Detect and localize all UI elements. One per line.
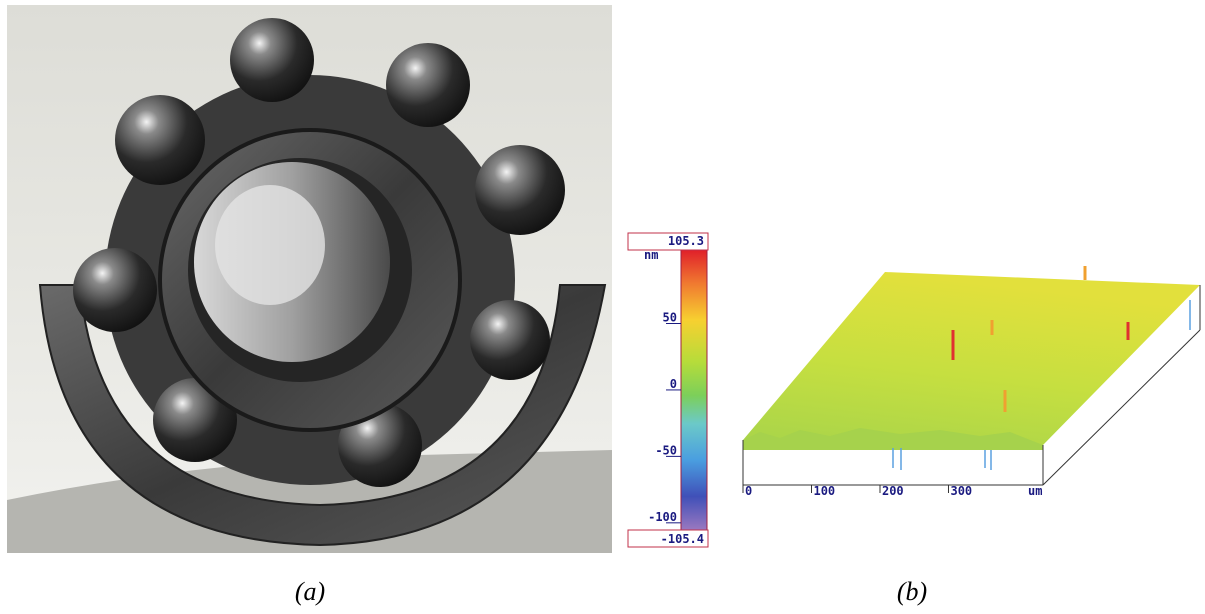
colorbar-tick-label: -50 (655, 443, 677, 457)
surface-plot (743, 266, 1200, 485)
x-tick-label: 200 (882, 484, 904, 498)
bearing-photo (7, 5, 612, 553)
colorbar-max: 105.3 (668, 234, 704, 248)
caption-b: (b) (897, 577, 927, 606)
x-axis-unit: um (1028, 484, 1042, 498)
x-tick-label: 0 (745, 484, 752, 498)
colorbar-tick-label: 0 (670, 377, 677, 391)
colorbar-tick-label: -100 (648, 510, 677, 524)
colorbar-unit: nm (644, 248, 658, 262)
colorbar-min: -105.4 (661, 532, 704, 546)
figure: 105.3 -105.4 nm um (a) (b) 50 0 -50 -100 0 10… (0, 0, 1205, 614)
surface (743, 272, 1200, 445)
colorbar-gradient (681, 250, 707, 530)
caption-a: (a) (295, 577, 325, 606)
x-tick-label: 300 (950, 484, 972, 498)
colorbar-tick-label: 50 (663, 310, 677, 324)
x-tick-label: 100 (813, 484, 835, 498)
